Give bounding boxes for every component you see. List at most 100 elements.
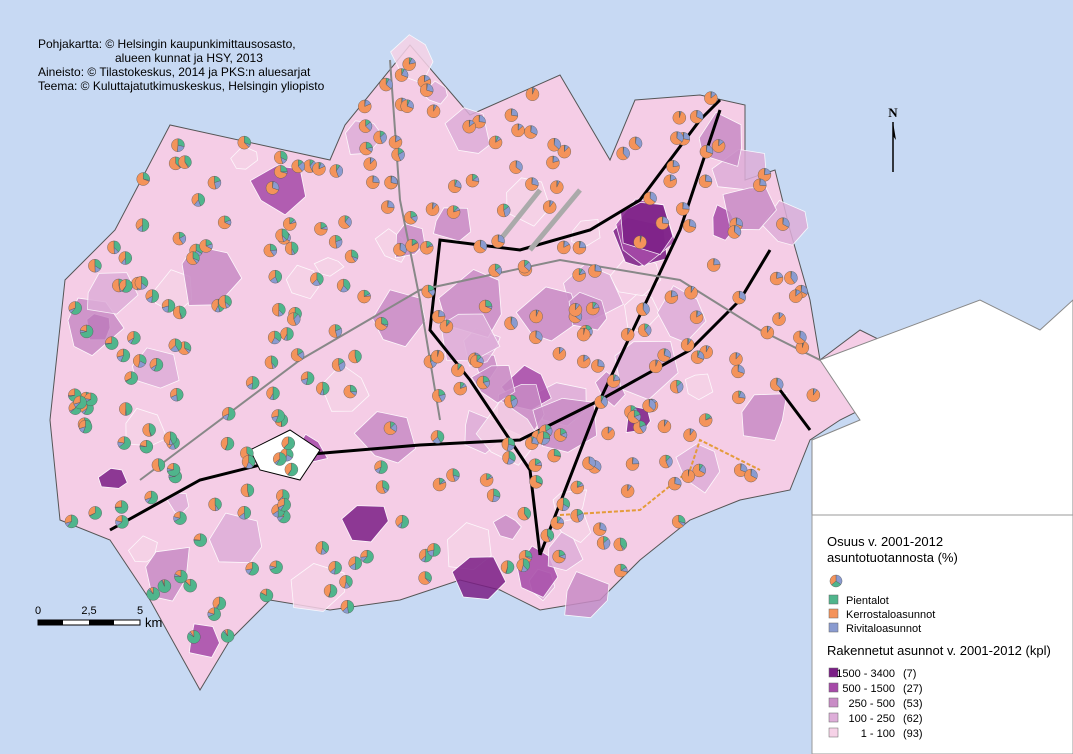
pie-wedge — [404, 211, 416, 225]
pie-marker — [699, 144, 714, 159]
pie-wedge — [306, 371, 315, 385]
pie-marker — [465, 173, 480, 188]
pie-wedge — [550, 180, 564, 194]
pie-marker — [222, 407, 236, 421]
pie-marker — [358, 119, 373, 133]
pie-wedge — [405, 239, 419, 253]
pie-wedge — [663, 174, 677, 188]
legend-label: 1 - 100 — [861, 728, 895, 740]
pie-wedge — [290, 348, 303, 362]
pie-wedge — [130, 331, 141, 345]
pie-wedge — [394, 68, 408, 82]
pie-wedge — [388, 135, 403, 149]
pie-marker — [357, 289, 371, 304]
pie-marker — [323, 584, 338, 598]
pie-wedge — [704, 91, 718, 105]
legend-label: (93) — [903, 728, 923, 740]
pie-wedge — [166, 463, 174, 470]
pie-marker — [711, 139, 726, 153]
pie-marker — [591, 359, 605, 373]
pie-wedge — [122, 279, 133, 293]
pie-marker — [470, 354, 484, 369]
pie-wedge — [570, 480, 584, 495]
pie-wedge — [636, 302, 647, 316]
pie-marker — [265, 181, 280, 195]
credit-line: Aineisto: © Tilastokeskus, 2014 ja PKS:n… — [38, 65, 311, 79]
pie-wedge — [769, 377, 782, 392]
pie-marker — [681, 469, 695, 483]
pie-wedge — [125, 402, 133, 416]
pie-marker — [596, 536, 611, 550]
pie-marker — [136, 172, 150, 186]
pie-wedge — [593, 522, 607, 536]
pie-marker — [690, 350, 705, 364]
pie-marker — [119, 402, 133, 416]
pie-marker — [570, 480, 584, 495]
pie-marker — [732, 390, 746, 405]
pie-wedge — [148, 423, 156, 437]
pie-wedge — [347, 600, 355, 614]
pie-marker — [177, 341, 192, 355]
pie-marker — [115, 515, 129, 529]
legend-label: 500 - 1500 — [842, 683, 895, 695]
pie-wedge — [430, 430, 438, 442]
pie-marker — [400, 99, 414, 113]
pie-wedge — [594, 395, 606, 409]
pie-marker — [655, 216, 670, 230]
pie-wedge — [186, 251, 198, 265]
pie-wedge — [570, 509, 580, 523]
pie-wedge — [222, 407, 229, 417]
pie-wedge — [529, 330, 542, 345]
pie-marker — [237, 506, 251, 520]
pie-marker — [657, 419, 672, 434]
pie-wedge — [430, 349, 445, 364]
pie-marker — [670, 131, 684, 145]
pie-wedge — [698, 174, 713, 188]
pie-wedge — [263, 243, 275, 258]
pie-marker — [627, 410, 641, 424]
pie-wedge — [158, 458, 166, 472]
pie-marker — [363, 157, 377, 171]
pie-wedge — [119, 402, 126, 416]
pie-wedge — [115, 515, 123, 523]
scale-bar: 0 2,5 5 km — [35, 605, 162, 630]
pie-marker — [274, 150, 288, 165]
pie-wedge — [784, 271, 795, 285]
pie-marker — [753, 178, 767, 192]
pie-wedge — [682, 219, 696, 233]
pie-wedge — [151, 458, 161, 472]
pie-wedge — [284, 241, 293, 256]
pie-wedge — [208, 497, 216, 512]
pie-wedge — [114, 500, 122, 508]
pie-wedge — [198, 193, 205, 207]
pie-wedge — [149, 587, 154, 595]
pie-marker — [358, 99, 372, 114]
pie-wedge — [547, 448, 561, 463]
pie-wedge — [432, 477, 447, 492]
pie-wedge — [425, 202, 440, 216]
pie-marker — [666, 160, 680, 174]
district — [313, 257, 345, 277]
pie-wedge — [246, 376, 253, 387]
pie-marker — [220, 629, 235, 643]
pie-wedge — [310, 272, 318, 285]
pie-marker — [479, 473, 494, 487]
pie-wedge — [268, 269, 276, 282]
pie-wedge — [517, 259, 530, 274]
pie-wedge — [426, 104, 441, 118]
pie-wedge — [614, 563, 628, 578]
pie-marker — [760, 325, 775, 340]
pie-wedge — [334, 561, 342, 575]
pie-wedge — [727, 225, 740, 239]
district — [470, 365, 516, 404]
pie-wedge — [451, 363, 465, 377]
pie-wedge — [586, 301, 600, 316]
pie-marker — [525, 436, 539, 450]
pie-wedge — [82, 419, 93, 434]
pie-marker — [769, 271, 784, 286]
pie-wedge — [588, 264, 602, 278]
district — [564, 571, 610, 619]
pie-marker — [344, 249, 359, 264]
pie-marker — [536, 431, 551, 445]
pie-wedge — [683, 428, 697, 442]
